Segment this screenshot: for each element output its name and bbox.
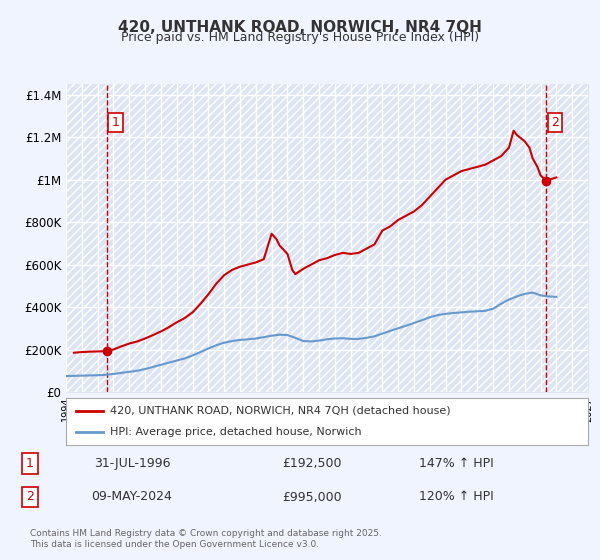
Text: 1: 1 [26,457,34,470]
Text: £192,500: £192,500 [282,457,342,470]
Text: 2: 2 [26,491,34,503]
Text: Price paid vs. HM Land Registry's House Price Index (HPI): Price paid vs. HM Land Registry's House … [121,31,479,44]
Text: 2: 2 [551,116,559,129]
Text: 31-JUL-1996: 31-JUL-1996 [94,457,170,470]
Text: 420, UNTHANK ROAD, NORWICH, NR4 7QH (detached house): 420, UNTHANK ROAD, NORWICH, NR4 7QH (det… [110,406,451,416]
Text: 120% ↑ HPI: 120% ↑ HPI [419,491,493,503]
Text: Contains HM Land Registry data © Crown copyright and database right 2025.
This d: Contains HM Land Registry data © Crown c… [30,529,382,549]
Text: 420, UNTHANK ROAD, NORWICH, NR4 7QH: 420, UNTHANK ROAD, NORWICH, NR4 7QH [118,20,482,35]
Text: HPI: Average price, detached house, Norwich: HPI: Average price, detached house, Norw… [110,427,362,437]
Text: 09-MAY-2024: 09-MAY-2024 [92,491,172,503]
Text: £995,000: £995,000 [282,491,342,503]
Text: 1: 1 [112,116,119,129]
Text: 147% ↑ HPI: 147% ↑ HPI [419,457,493,470]
